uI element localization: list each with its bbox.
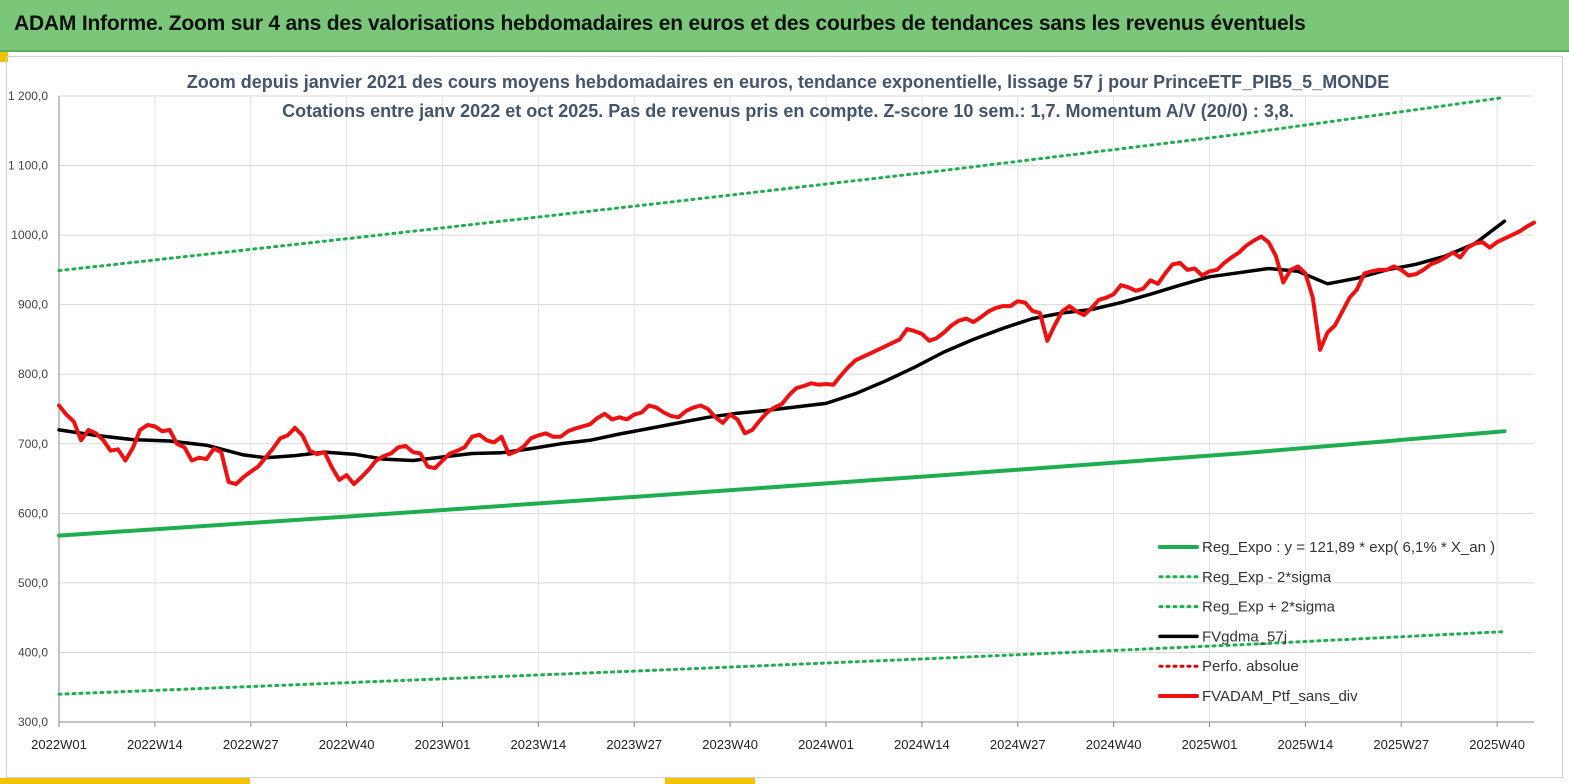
legend-label: Reg_Expo : y = 121,89 * exp( 6,1% * X_an…	[1202, 539, 1495, 556]
x-tick-label: 2023W27	[606, 737, 662, 752]
grid	[58, 95, 1534, 723]
y-tick-label: 600,0	[18, 506, 48, 520]
x-tick-label: 2022W40	[319, 737, 375, 752]
x-tick-label: 2025W40	[1469, 737, 1525, 752]
y-tick-label: 900,0	[18, 298, 48, 312]
y-tick-label: 1 100,0	[8, 159, 48, 173]
x-tick-label: 2022W27	[223, 737, 279, 752]
x-tick-label: 2024W01	[798, 737, 854, 752]
chart-frame	[6, 56, 1563, 778]
banner-title: ADAM Informe. Zoom sur 4 ans des valoris…	[14, 12, 1306, 35]
x-tick-label: 2024W14	[894, 737, 950, 752]
legend-label: FVgdma_57j	[1202, 628, 1287, 645]
chart-title-line1: Zoom depuis janvier 2021 des cours moyen…	[187, 72, 1389, 92]
x-tick-label: 2025W14	[1278, 737, 1334, 752]
legend-label: FVADAM_Ptf_sans_div	[1202, 688, 1358, 705]
y-tick-label: 700,0	[18, 437, 48, 451]
y-tick-label: 300,0	[18, 715, 48, 729]
x-tick-label: 2023W14	[511, 737, 567, 752]
x-tick-label: 2025W01	[1182, 737, 1238, 752]
y-tick-label: 1000,0	[11, 228, 48, 242]
series-line-reg-expo-y-121-89-exp-6-1-x-an	[57, 429, 1507, 538]
legend-label: Perfo. absolue	[1202, 658, 1299, 675]
legend-label: Reg_Exp - 2*sigma	[1202, 569, 1332, 586]
bottom-accent-left	[0, 778, 250, 784]
legend: Reg_Expo : y = 121,89 * exp( 6,1% * X_an…	[1158, 539, 1495, 705]
x-tick-label: 2025W27	[1373, 737, 1429, 752]
series	[57, 95, 1536, 696]
bottom-accent-mid	[665, 778, 755, 784]
series-line-reg-exp-2-sigma	[57, 630, 1506, 696]
chart-title-line2: Cotations entre janv 2022 et oct 2025. P…	[282, 101, 1294, 121]
x-tick-label: 2024W40	[1086, 737, 1142, 752]
series-line-reg-exp-2-sigma	[57, 95, 1506, 273]
corner-accent	[0, 52, 8, 62]
x-tick-label: 2023W01	[415, 737, 471, 752]
y-tick-label: 1 200,0	[8, 89, 48, 103]
y-tick-label: 400,0	[18, 645, 48, 659]
x-tick-label: 2022W01	[31, 737, 87, 752]
series-line-fvadam-ptf-sans-div	[57, 220, 1536, 487]
y-tick-label: 800,0	[18, 367, 48, 381]
series-line-fvgdma-57j	[57, 219, 1507, 463]
x-tick-label: 2023W40	[702, 737, 758, 752]
x-tick-label: 2022W14	[127, 737, 183, 752]
x-tick-label: 2024W27	[990, 737, 1046, 752]
banner: ADAM Informe. Zoom sur 4 ans des valoris…	[0, 0, 1569, 52]
y-tick-label: 500,0	[18, 576, 48, 590]
legend-label: Reg_Exp + 2*sigma	[1202, 599, 1336, 616]
axes: 300,0 400,0 500,0 600,0 700,0 800,0 900,0 1000,…	[8, 89, 1534, 752]
